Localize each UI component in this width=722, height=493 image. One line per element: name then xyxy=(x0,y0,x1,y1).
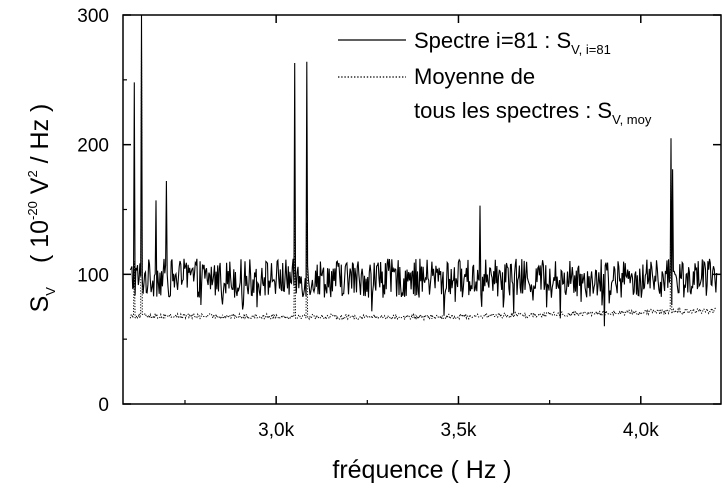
y-axis-unit-open: ( 10 xyxy=(26,220,54,263)
y-tick-label: 100 xyxy=(77,265,109,286)
x-tick-label: 3,0k xyxy=(258,420,294,441)
y-axis-symbol-sub: V xyxy=(43,287,58,296)
tick-layer: 0 100 200 300 3,0k 3,5k 4,0k xyxy=(77,6,721,441)
series-layer xyxy=(129,14,718,327)
y-axis-title: SV( 10-20 V2 / Hz ) xyxy=(25,104,58,313)
y-tick-label: 200 xyxy=(77,136,109,157)
x-axis-title: fréquence ( Hz ) xyxy=(332,456,511,484)
legend-label-moyenne-line1: Moyenne de xyxy=(414,64,535,89)
y-tick-label: 0 xyxy=(98,395,109,416)
y-axis-unit-exp2: 2 xyxy=(25,170,40,177)
y-axis-unit-mid: V xyxy=(26,177,54,201)
legend: Spectre i=81 : SV, i=81 Moyenne de tous … xyxy=(338,28,652,127)
y-axis-unit-exp: -20 xyxy=(25,201,40,220)
legend-label-spectre: Spectre i=81 : SV, i=81 xyxy=(414,28,611,57)
legend-label-moyenne-line2: tous les spectres : SV, moy xyxy=(414,98,652,127)
y-tick-label: 300 xyxy=(77,6,109,27)
x-tick-label: 3,5k xyxy=(441,420,477,441)
y-axis-unit-close: / Hz ) xyxy=(26,104,54,171)
svg-text:SV( 10-20 V2 / Hz ): SV( 10-20 V2 / Hz ) xyxy=(25,104,58,313)
y-axis-symbol: S xyxy=(26,296,54,313)
x-tick-label: 4,0k xyxy=(623,420,659,441)
series-line-spectre xyxy=(129,14,718,327)
